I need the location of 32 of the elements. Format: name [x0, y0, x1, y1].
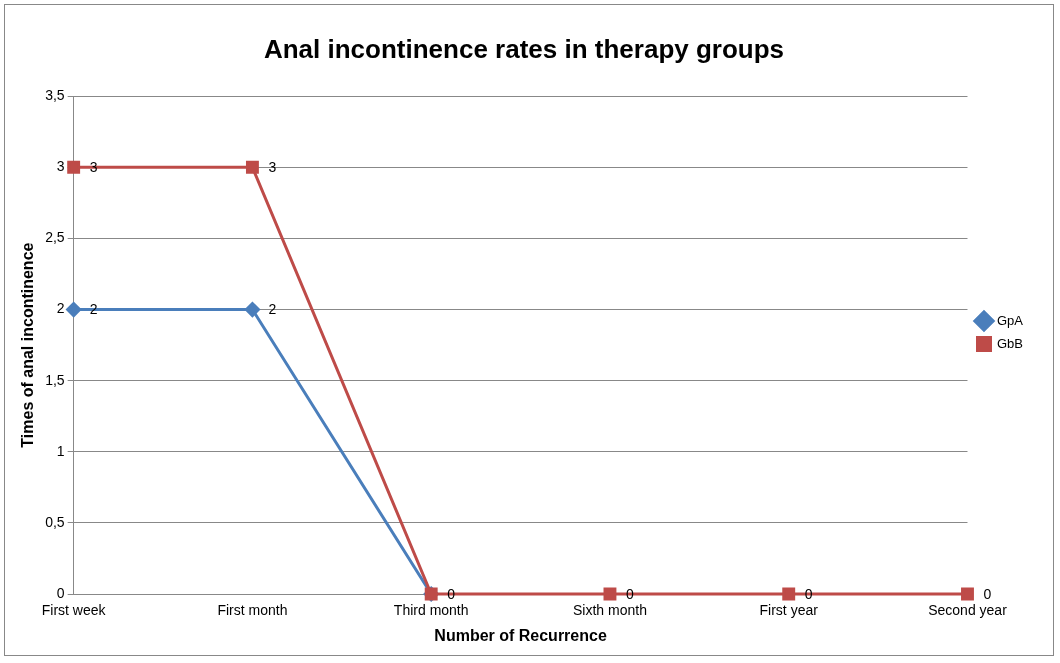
y-tick-label: 0	[56, 584, 65, 601]
point	[244, 302, 260, 318]
y-tick-label: 3,5	[45, 87, 65, 104]
point	[603, 587, 617, 601]
chart-title: Anal incontinence rates in therapy groups	[263, 33, 785, 64]
x-tick-label: Second year	[928, 602, 1008, 619]
point	[67, 160, 81, 174]
data-label: 2	[268, 301, 277, 318]
y-axis-title: Times of anal incontinence	[19, 242, 37, 448]
x-tick-label: First week	[41, 602, 107, 619]
data-label: 0	[625, 585, 634, 602]
y-tick-label: 2,5	[45, 229, 65, 246]
point	[66, 302, 82, 318]
x-tick-label: First year	[759, 602, 819, 619]
legend-label: GpA	[996, 312, 1024, 328]
data-label: 3	[268, 159, 277, 176]
y-tick-label: 1,5	[45, 371, 65, 388]
data-label: 0	[804, 585, 813, 602]
legend-label: GbB	[996, 335, 1023, 351]
point	[782, 587, 796, 601]
x-tick-label: Third month	[393, 602, 469, 619]
point	[961, 587, 974, 601]
y-tick-label: 3	[56, 158, 65, 175]
y-tick-label: 2	[56, 300, 65, 317]
y-tick-label: 1	[56, 442, 65, 459]
x-tick-label: First month	[217, 602, 288, 619]
y-tick-label: 0,5	[45, 513, 65, 530]
x-axis-title: Number of Recurrence	[434, 626, 607, 644]
data-label: 0	[447, 585, 456, 602]
data-label: 0	[983, 585, 992, 602]
point	[245, 160, 259, 174]
x-tick-label: Sixth month	[572, 602, 647, 619]
